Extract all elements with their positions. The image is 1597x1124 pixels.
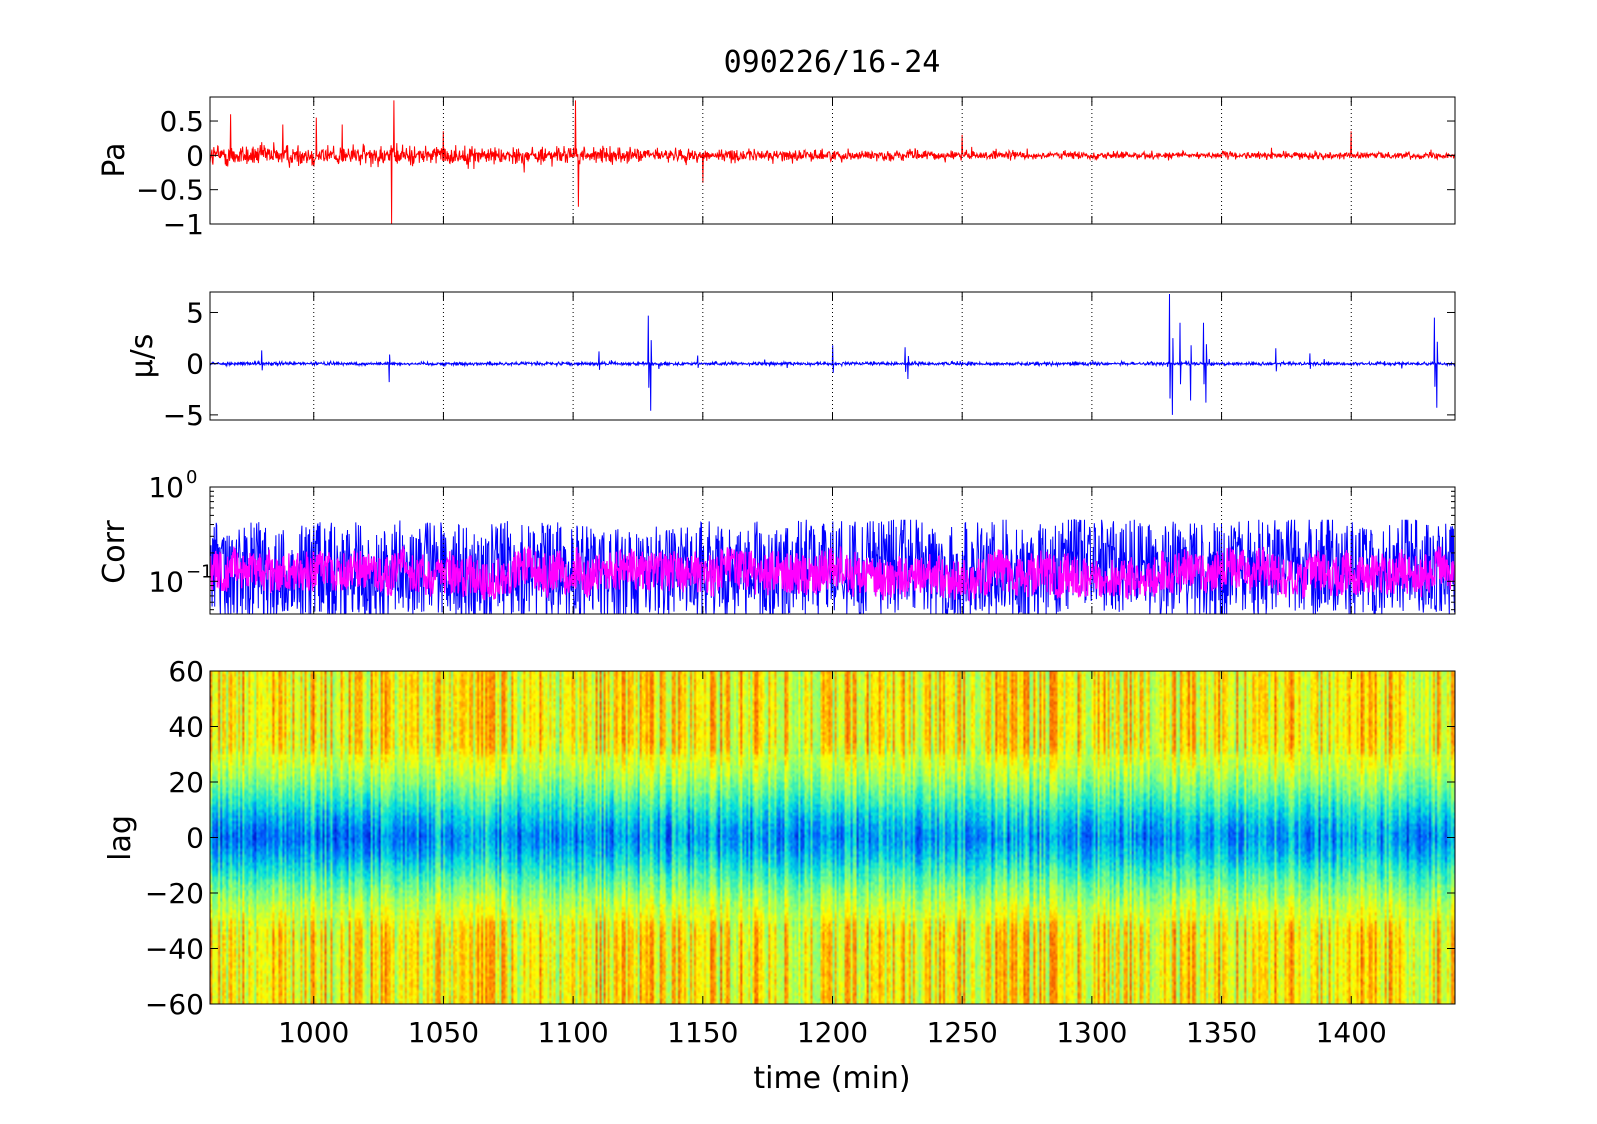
correlation-xticks <box>313 487 1352 614</box>
y-tick-label: 0.5 <box>159 105 204 138</box>
velocity-xticks <box>313 292 1352 420</box>
x-axis-label: time (min) <box>753 1061 910 1096</box>
y-tick-label: −5 <box>163 399 204 432</box>
x-tick-label: 1100 <box>537 1016 608 1049</box>
figure-title: 090226/16-24 <box>724 45 941 80</box>
velocity-ylabel: μ/s <box>125 334 160 379</box>
y-tick-label: −60 <box>145 988 204 1021</box>
y-tick-label: 10 <box>148 471 184 504</box>
pressure-gridlines <box>313 97 1352 224</box>
y-tick-label: 20 <box>168 766 204 799</box>
correlation-traces <box>210 519 1455 614</box>
velocity-yticks: −5 0 5 <box>163 296 1455 432</box>
velocity-gridlines <box>313 292 1352 420</box>
correlation-series-magenta <box>210 546 1455 602</box>
x-tick-label: 1000 <box>278 1016 349 1049</box>
y-tick-label: 0 <box>186 348 204 381</box>
pressure-ylabel: Pa <box>97 142 132 177</box>
x-tick-label: 1400 <box>1316 1016 1387 1049</box>
x-tick-label: 1350 <box>1186 1016 1257 1049</box>
x-tick-label: 1050 <box>408 1016 479 1049</box>
pressure-xticks <box>313 97 1352 224</box>
x-tick-label: 1250 <box>927 1016 998 1049</box>
velocity-trace <box>210 293 1455 415</box>
y-tick-label: −1 <box>163 208 204 241</box>
panel-velocity: −5 0 5 μ/s <box>125 291 1456 432</box>
x-tick-label: 1150 <box>667 1016 738 1049</box>
y-tick-label: 60 <box>168 655 204 688</box>
velocity-series-line <box>210 293 1455 415</box>
panel-lag-heatmap: −60 −40 −20 0 20 40 60 1000 1050 1100 1150 1200 125… <box>103 655 1456 1049</box>
y-tick-label: 5 <box>186 296 204 329</box>
y-tick-label: 0 <box>186 139 204 172</box>
y-tick-label: 0 <box>186 822 204 855</box>
y-tick-label: −0.5 <box>136 174 204 207</box>
lag-heatmap-image <box>210 671 1455 1004</box>
y-tick-label: 10 <box>148 565 184 598</box>
y-tick-exponent: −1 <box>186 561 213 582</box>
y-tick-label: 40 <box>168 711 204 744</box>
y-tick-exponent: 0 <box>186 467 197 488</box>
x-tick-label: 1300 <box>1056 1016 1127 1049</box>
pressure-yticks: −1−0.500.5 <box>136 105 1455 241</box>
lag-yticks: −60 −40 −20 0 20 40 60 <box>145 655 1455 1021</box>
lag-ylabel: lag <box>103 815 138 861</box>
y-tick-label: −40 <box>145 933 204 966</box>
correlation-ylabel: Corr <box>97 520 132 584</box>
panel-pressure: −1−0.500.5 Pa <box>97 96 1456 241</box>
lag-xticks: 1000 1050 1100 1150 1200 1250 1300 1350 1400 <box>278 671 1387 1049</box>
y-tick-label: −20 <box>145 877 204 910</box>
x-tick-label: 1200 <box>797 1016 868 1049</box>
pressure-series-line <box>210 100 1455 224</box>
pressure-trace <box>210 100 1455 224</box>
